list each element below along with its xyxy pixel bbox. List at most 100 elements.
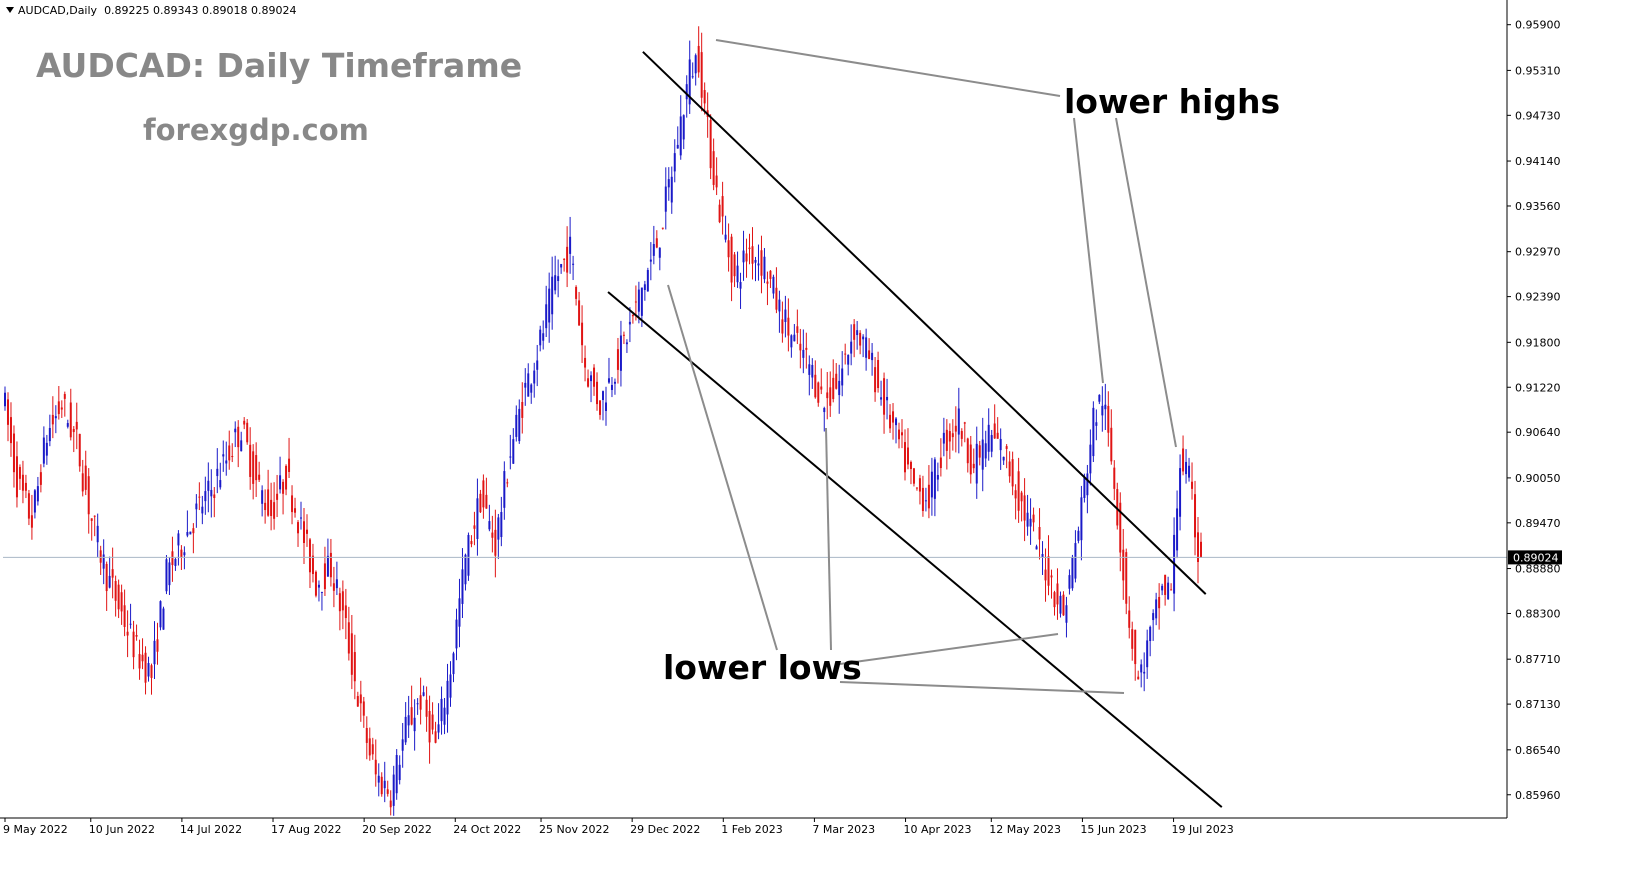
candle (198, 482, 201, 511)
candle (679, 95, 682, 160)
candle-body (57, 401, 60, 415)
candle-body (123, 605, 126, 627)
candle (1101, 386, 1104, 432)
candle-body (335, 579, 338, 589)
candle-body (808, 364, 811, 375)
candle (87, 468, 90, 534)
candle-body (1167, 582, 1170, 600)
candle (1104, 383, 1107, 431)
candle-body (892, 411, 895, 423)
candle (365, 716, 368, 760)
candle-body (871, 352, 874, 361)
candle-body (9, 417, 12, 444)
candle (607, 357, 610, 384)
candle-body (353, 652, 356, 682)
candle (204, 476, 207, 515)
candle (255, 442, 258, 497)
candle-body (225, 460, 228, 464)
candle (745, 238, 748, 278)
candle-body (261, 490, 264, 504)
candle-body (557, 276, 560, 282)
candle (518, 399, 521, 444)
candle (72, 426, 75, 453)
candle (404, 702, 407, 745)
candle (341, 580, 344, 630)
candle-body (168, 562, 171, 586)
annotation-pointer (825, 427, 832, 651)
chevron-down-icon[interactable] (6, 7, 14, 13)
candle (613, 378, 616, 395)
candle (814, 360, 817, 399)
candle-body (297, 522, 300, 534)
candle (554, 255, 557, 295)
candle (335, 561, 338, 596)
y-tick-label: 0.94140 (1515, 155, 1561, 168)
annotation-pointer (1115, 117, 1177, 448)
candle (584, 345, 587, 382)
candle (401, 723, 404, 768)
candle (957, 387, 960, 454)
candle-body (464, 554, 467, 585)
candle (177, 530, 180, 566)
candle (1140, 659, 1143, 688)
candle (975, 426, 978, 499)
candle-body (392, 774, 395, 806)
candle-body (413, 717, 416, 732)
candle-body (649, 259, 652, 262)
candle-body (787, 317, 790, 336)
candle-body (619, 335, 622, 371)
candle (159, 600, 162, 631)
candle (297, 520, 300, 547)
candle-body (141, 654, 144, 662)
candle-body (255, 455, 258, 481)
candle-body (572, 263, 575, 265)
candle-body (96, 525, 99, 543)
candle (835, 363, 838, 390)
candle (664, 167, 667, 230)
candle-body (814, 374, 817, 398)
candle-body (856, 330, 859, 336)
candle (936, 462, 939, 492)
annotation-pointer (1073, 117, 1104, 384)
candle (1053, 590, 1056, 616)
candle (4, 386, 6, 411)
y-tick-label: 0.94730 (1515, 109, 1561, 122)
candle (117, 579, 120, 619)
candle-body (1056, 583, 1059, 605)
candle-body (548, 288, 551, 323)
candle (581, 305, 584, 364)
candle-body (144, 652, 147, 683)
candle-body (1194, 494, 1197, 538)
candle (51, 396, 54, 439)
candle (383, 761, 386, 803)
candle (497, 513, 500, 559)
candle (652, 225, 655, 265)
candle-body (912, 468, 915, 484)
candle-body (1146, 640, 1149, 668)
y-tick-label: 0.95900 (1515, 19, 1561, 32)
candle-body (347, 622, 350, 654)
candle (802, 329, 805, 374)
candle (141, 638, 144, 670)
candle-body (560, 264, 563, 268)
candle-body (533, 370, 536, 384)
candle (144, 646, 147, 695)
x-tick-label: 15 Jun 2023 (1080, 823, 1146, 836)
candle (569, 216, 572, 274)
candle (1188, 457, 1191, 482)
candle-body (1092, 407, 1095, 457)
candle (739, 272, 742, 309)
candle-body (129, 623, 132, 625)
candle (948, 423, 951, 460)
candle (682, 114, 685, 150)
candle-body (150, 665, 153, 678)
candle-body (658, 247, 661, 258)
candle (578, 291, 581, 326)
candle (485, 477, 488, 509)
candle (249, 427, 252, 490)
candle-body (1191, 481, 1194, 489)
candle (954, 406, 957, 453)
candle (775, 267, 778, 314)
candle-body (467, 534, 470, 576)
candle (500, 496, 503, 547)
